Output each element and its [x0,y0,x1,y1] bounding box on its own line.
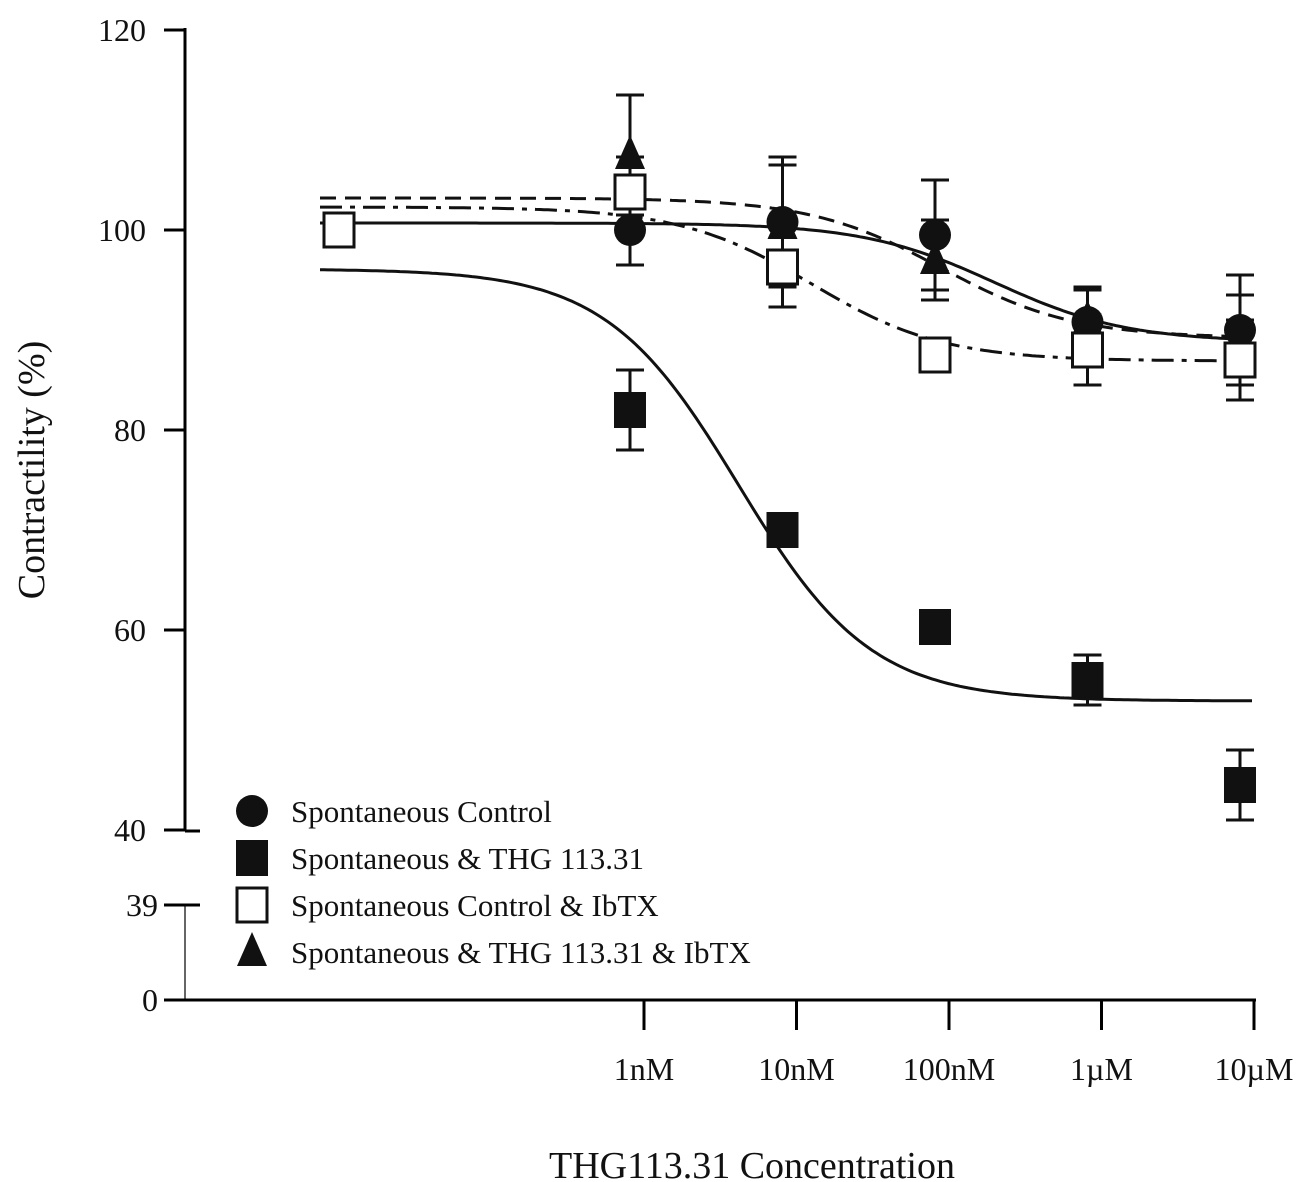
y-axis-title: Contractility (%) [11,341,53,600]
y-tick-label: 80 [114,412,146,448]
y-tick-label: 120 [98,12,146,48]
y-tick-label: 39 [126,887,158,923]
data-point [920,240,950,274]
data-point [766,512,799,548]
data-point [1071,331,1104,369]
x-tick-label: 1nM [614,1051,674,1087]
legend-marker [236,840,268,876]
y-tick-label: 60 [114,612,146,648]
x-axis-title: THG113.31 Concentration [549,1145,955,1182]
x-tick-label: 10nM [758,1051,834,1087]
legend-marker [235,886,269,924]
data-point [918,336,952,374]
legend-label: Spontaneous & THG 113.31 [291,841,644,876]
y-tick-label: 100 [98,212,146,248]
x-tick-label: 100nM [903,1051,995,1087]
control-point [322,211,356,249]
legend: Spontaneous Control Spontaneous & THG 113… [235,794,751,970]
legend-marker [237,932,267,966]
axes: 40 60 80 100 120 0 39 1nM 10nM 100nM 1µM 10µM [98,12,1293,1087]
legend-label: Spontaneous Control [291,794,552,829]
data-point [1224,767,1256,803]
y-tick-label: 0 [142,982,158,1018]
x-tick-label: 10µM [1215,1051,1294,1087]
data-point [919,219,951,251]
data-point [766,206,799,238]
y-tick-label: 40 [114,812,146,848]
data-point [614,214,646,246]
legend-label: Spontaneous & THG 113.31 & IbTX [291,935,751,970]
data-point [1224,314,1256,346]
data-point [1071,662,1104,698]
data-point [1071,306,1104,338]
legend-marker [236,795,268,827]
data-points [322,135,1257,803]
legend-label: Spontaneous Control & IbTX [291,888,659,923]
fit-curve [320,268,1252,703]
data-point [919,609,951,645]
data-point [613,173,647,211]
data-point [615,135,645,169]
data-point [1223,341,1257,379]
data-point [614,392,646,428]
x-tick-label: 1µM [1070,1051,1133,1087]
data-point [766,248,799,286]
fit-curve [320,196,1253,339]
error-bars [616,93,1254,822]
